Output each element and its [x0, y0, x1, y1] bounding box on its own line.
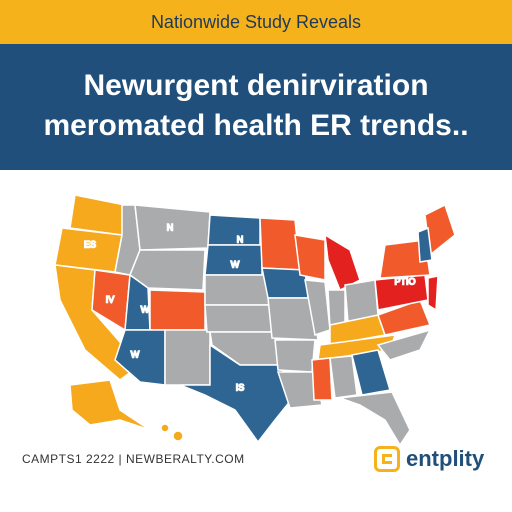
- logo-text: entplity: [406, 446, 485, 471]
- states: [54, 194, 456, 447]
- map-label: IS: [236, 382, 245, 392]
- logo-icon: [374, 446, 400, 472]
- title-band: Newurgent denirviration meromated health…: [0, 44, 512, 170]
- us-map: ES N W IV W W N IS PTIO: [54, 194, 456, 447]
- map-label: N: [237, 234, 244, 244]
- map-label: N: [167, 222, 174, 232]
- kicker: Nationwide Study Reveals: [0, 0, 512, 44]
- map-label: IV: [106, 294, 115, 304]
- title-line: Newurgent denirviration: [83, 69, 429, 102]
- map-label: W: [131, 349, 140, 359]
- logo: entplity: [374, 444, 484, 474]
- map-label: W: [141, 304, 150, 314]
- map-label: W: [231, 259, 240, 269]
- map-label: PTIO: [394, 276, 415, 286]
- source-text: CAMPTS1 2222 | NEWBERALTY.COM: [22, 452, 245, 466]
- map-label: ES: [84, 239, 96, 249]
- title-line: meromated health ER trends..: [43, 109, 469, 142]
